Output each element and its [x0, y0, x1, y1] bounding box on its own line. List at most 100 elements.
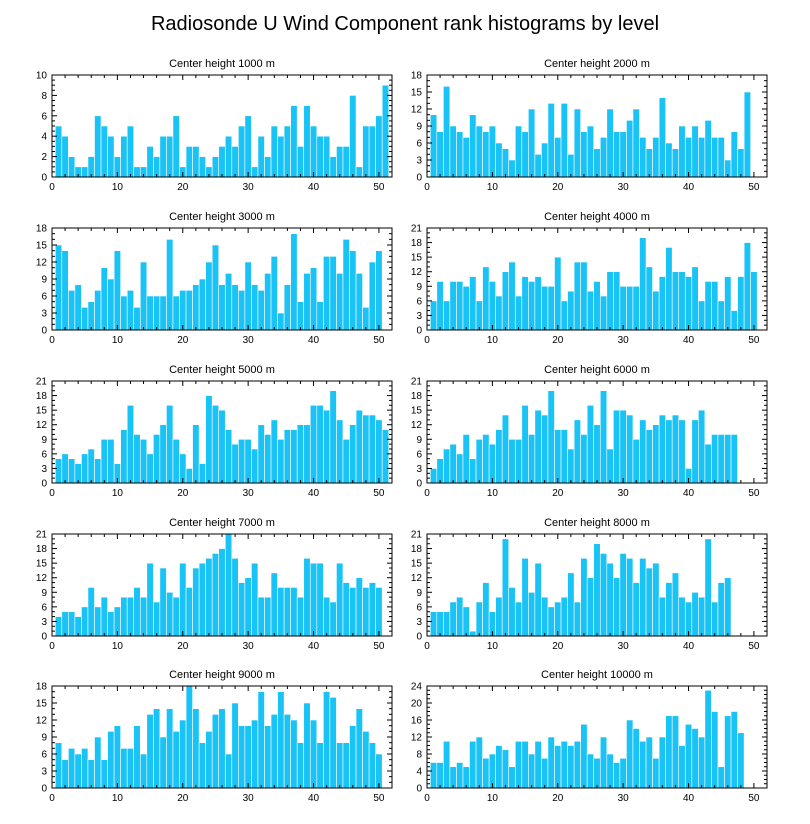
bar — [342, 146, 350, 178]
x-tick-label: 20 — [552, 793, 564, 804]
bar — [580, 261, 588, 331]
bar — [296, 424, 305, 484]
bar — [443, 300, 451, 331]
bar — [632, 582, 640, 637]
bar — [139, 596, 148, 637]
bar — [508, 159, 516, 178]
panel-1: Center height 1000 m 0 10 20 30 40 50 0 2 4 6 8 10 — [36, 58, 393, 193]
bar — [547, 606, 555, 637]
bar — [534, 740, 542, 789]
bar — [652, 424, 660, 484]
bar — [626, 557, 634, 637]
bar — [534, 154, 542, 178]
bar — [81, 748, 89, 789]
x-tick-label: 10 — [112, 182, 124, 193]
bar — [342, 438, 350, 484]
bar — [205, 261, 213, 331]
bar — [362, 587, 370, 637]
bar — [724, 276, 732, 331]
bar — [257, 691, 265, 789]
bar — [257, 424, 265, 484]
bar — [560, 740, 568, 789]
bar — [231, 284, 239, 331]
bar — [290, 429, 298, 484]
bar — [61, 453, 69, 484]
bar — [323, 256, 331, 331]
bar — [54, 742, 63, 789]
x-tick-label: 20 — [177, 335, 189, 346]
bar — [303, 702, 311, 789]
bar — [456, 131, 464, 178]
x-tick-label: 20 — [552, 488, 564, 499]
x-tick-label: 20 — [552, 641, 564, 652]
bar — [316, 135, 324, 178]
bar — [133, 587, 141, 637]
bar — [68, 458, 76, 484]
bar — [671, 414, 680, 484]
bar — [521, 276, 529, 331]
y-tick-label: 18 — [36, 391, 48, 402]
bar — [573, 261, 581, 331]
x-tick-label: 10 — [487, 335, 499, 346]
bar — [678, 596, 686, 637]
bar — [61, 135, 69, 178]
bar — [704, 281, 712, 331]
bar — [185, 146, 193, 178]
bar — [678, 745, 686, 789]
bar — [730, 310, 738, 331]
bar — [691, 728, 699, 789]
bar — [501, 148, 510, 178]
y-tick-label: 9 — [416, 588, 422, 599]
bar — [541, 285, 549, 331]
y-tick-label: 0 — [416, 784, 422, 795]
bar — [573, 601, 581, 637]
y-tick-label: 12 — [36, 716, 48, 727]
bar — [436, 281, 444, 331]
y-tick-label: 3 — [41, 617, 47, 628]
x-tick-label: 40 — [683, 182, 695, 193]
x-tick-label: 10 — [487, 488, 499, 499]
bar — [329, 697, 337, 789]
bar — [482, 266, 490, 331]
bar — [475, 736, 483, 789]
bar — [375, 250, 383, 331]
panel-title: Center height 8000 m — [544, 517, 650, 529]
bar — [329, 256, 337, 331]
bar — [684, 601, 693, 637]
bar — [362, 414, 370, 484]
y-tick-label: 21 — [411, 224, 423, 235]
bar — [469, 740, 477, 789]
bar — [146, 295, 154, 331]
bar — [743, 242, 751, 331]
bar — [554, 256, 562, 331]
bar — [606, 271, 614, 331]
bar — [482, 434, 490, 484]
bar — [257, 596, 265, 637]
bar — [645, 736, 653, 789]
bar — [211, 156, 220, 178]
bar — [724, 577, 732, 637]
figure-title: Radiosonde U Wind Component rank histogr… — [151, 13, 659, 35]
bar — [521, 404, 529, 484]
bar — [218, 409, 226, 484]
bar — [508, 261, 516, 331]
bar — [133, 166, 141, 178]
bar — [61, 759, 69, 789]
bar — [283, 714, 291, 789]
bar — [658, 596, 666, 637]
bar — [316, 562, 324, 637]
bar — [730, 434, 738, 484]
bar — [303, 557, 311, 637]
bar — [639, 419, 647, 484]
bar — [717, 137, 725, 178]
x-tick-label: 50 — [373, 793, 385, 804]
bar — [368, 582, 376, 637]
bar — [153, 601, 161, 637]
bar — [54, 244, 63, 331]
x-tick-label: 10 — [112, 488, 124, 499]
x-tick-label: 30 — [618, 335, 630, 346]
bar — [166, 135, 174, 178]
bar — [554, 745, 562, 789]
bar — [264, 156, 272, 178]
bar — [74, 753, 82, 789]
